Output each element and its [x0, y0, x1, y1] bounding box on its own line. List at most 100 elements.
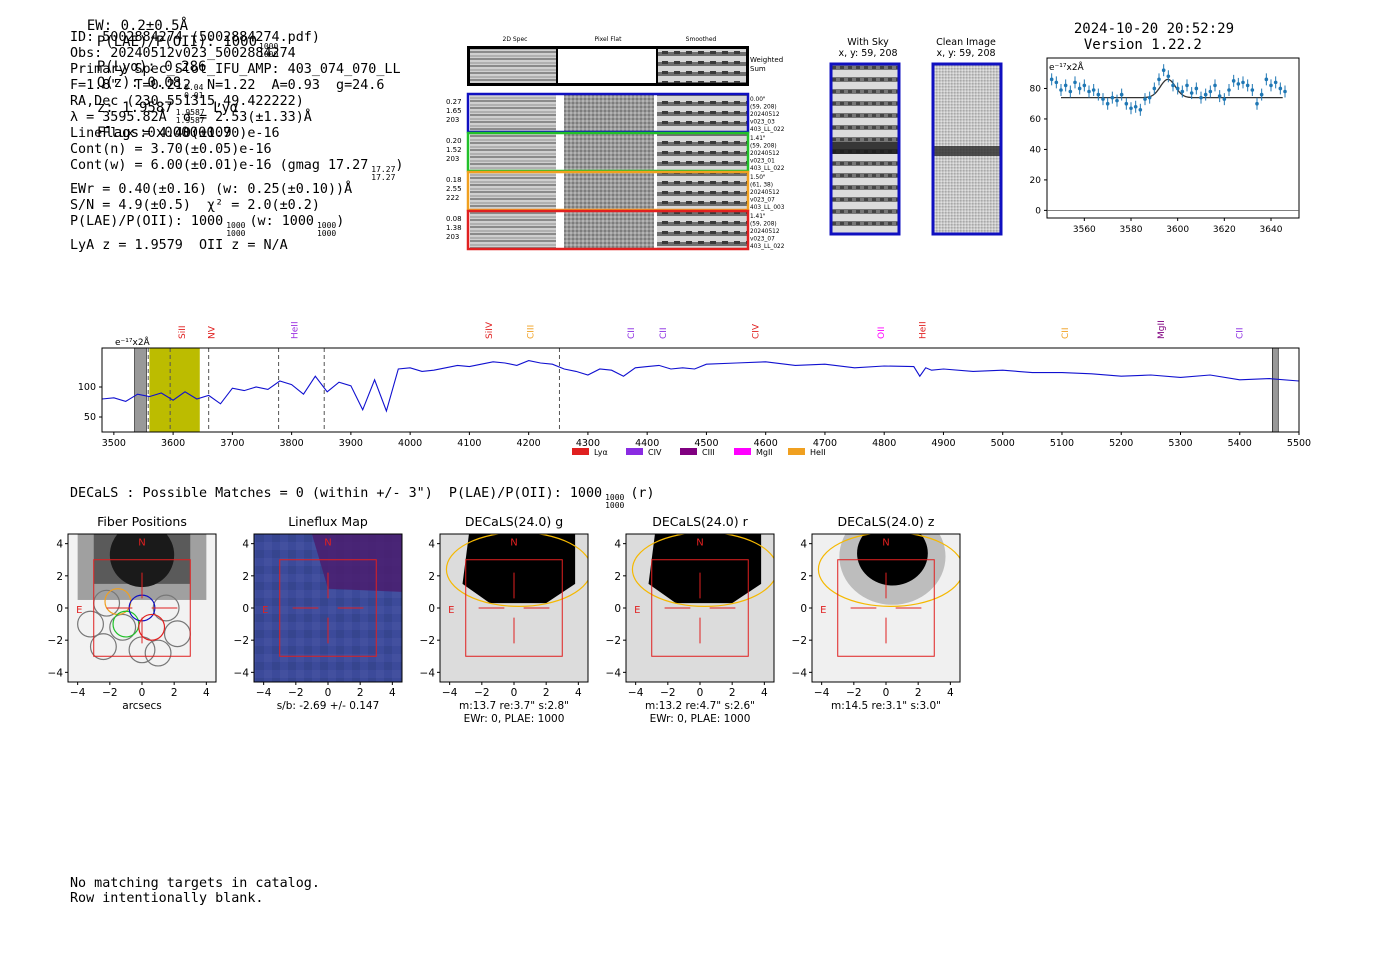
panel-title: DECaLS(24.0) r — [652, 514, 748, 529]
detection-info: ID: 5002884274 (5002884274.pdf) Obs: 202… — [70, 30, 403, 254]
panel-xtick-label: 2 — [171, 687, 178, 699]
panel-ytick-label: 0 — [56, 603, 63, 615]
cutout-row-stat: 0.18 — [446, 176, 462, 184]
info-ewr: EWr = 0.40(±0.16) (w: 0.25(±0.10))Å — [70, 182, 353, 197]
z-text: z: 1.9587 1.9587 1.9587 Lyα — [96, 100, 239, 125]
panel-xtick-label: 0 — [139, 687, 146, 699]
panel-xtick-label: 4 — [389, 687, 396, 699]
decals-panel: DECaLS(24.0) z N E −4 −4 −2 −2 0 0 2 2 4 4 m:14.5 re:… — [792, 514, 961, 712]
spectrum-xtick-label: 5100 — [1050, 438, 1074, 449]
zoom-data-point — [1175, 82, 1180, 95]
panel-xtick-label: −2 — [846, 687, 861, 699]
legend-label: CIII — [702, 448, 715, 457]
zoom-data-point — [1143, 93, 1147, 106]
aperture-box — [837, 559, 935, 657]
zoom-ytick-label: 20 — [1030, 176, 1042, 186]
cutout-row-meta: v023_07 — [750, 237, 775, 243]
panel-xtick-label: −2 — [474, 687, 489, 699]
full-spectrum-chart: e⁻¹⁷x2Å NV SiII HeII SiIV CIII CII CII CIV OII He… — [78, 320, 1311, 457]
panel-title: Fiber Positions — [97, 514, 187, 529]
zoom-data-point — [1278, 82, 1283, 95]
spectrum-xtick-label: 4600 — [754, 438, 778, 449]
spectrum-xtick-label: 4300 — [576, 438, 600, 449]
cutout-row-stat: 203 — [446, 155, 459, 163]
emission-line-label: NV — [208, 325, 218, 339]
cutout-row-stat: 0.27 — [446, 98, 462, 106]
spectrum-xtick-label: 5300 — [1168, 438, 1192, 449]
panel-ytick-label: −4 — [420, 667, 436, 679]
zoom-data-point — [1115, 94, 1119, 107]
legend-label: Lyα — [594, 448, 608, 457]
zoom-data-point — [1133, 100, 1138, 113]
zoom-data-point — [1124, 97, 1129, 110]
cutout-pixelflat — [564, 173, 654, 209]
cutout-row-stat: 1.38 — [446, 224, 462, 232]
panel-ytick-label: −4 — [606, 667, 622, 679]
zoom-xtick-label: 3560 — [1073, 225, 1096, 235]
spectrum-xtick-label: 3500 — [102, 438, 126, 449]
east-label: E — [262, 605, 268, 616]
panel-ytick-label: 0 — [242, 603, 249, 615]
panel-ytick-label: 4 — [428, 539, 435, 551]
zoom-data-point — [1110, 91, 1115, 104]
legend-swatch — [680, 448, 697, 455]
zoom-data-point — [1082, 79, 1087, 92]
panel-xtick-label: 2 — [915, 687, 922, 699]
decals-panel: Lineflux Map N E −4 −4 −2 −2 0 0 2 2 4 4 s/b: -2.69 +… — [234, 514, 403, 712]
cutout-row-meta: (59, 208) — [750, 144, 777, 150]
masked-region — [1272, 347, 1279, 433]
spectrum-xtick-label: 3800 — [280, 438, 304, 449]
aperture-box — [279, 559, 377, 657]
zoom-xtick-label: 3600 — [1166, 225, 1189, 235]
zoom-data-point — [1180, 85, 1185, 98]
panel-ytick-label: −2 — [48, 635, 63, 647]
info-obs: Obs: 20240512v023_5002884274 — [70, 46, 296, 61]
cutout-row-meta: 1.50" — [750, 175, 766, 181]
legend-label: MgII — [756, 448, 773, 457]
east-label: E — [448, 605, 454, 616]
panel-title: Lineflux Map — [288, 514, 368, 529]
cutout-row-meta: 403_LL_022 — [750, 166, 785, 172]
cutout-row-meta: 1.41" — [750, 214, 766, 220]
zoom-data-point — [1241, 76, 1245, 89]
panel-xtick-label: 0 — [511, 687, 518, 699]
panel-xtick-label: 4 — [203, 687, 210, 699]
spectrum-xtick-label: 5000 — [991, 438, 1015, 449]
footer-line-1: No matching targets in catalog. — [70, 876, 320, 891]
panel-xtick-label: −4 — [256, 687, 272, 699]
emission-line-label: CIV — [752, 323, 762, 339]
zoom-ytick-label: 40 — [1030, 145, 1042, 155]
spectrum-ytick-label: 100 — [78, 382, 96, 393]
panel-title: DECaLS(24.0) g — [465, 514, 563, 529]
zoom-data-point — [1213, 79, 1217, 92]
cutout-row-meta: 20240512 — [750, 190, 780, 196]
galaxy-ellipse — [631, 534, 774, 607]
panel-ytick-label: 2 — [242, 571, 249, 583]
panel-caption: m:13.2 re:4.7" s:2.6" — [645, 700, 755, 712]
zoom-data-point — [1157, 73, 1161, 86]
fiber-circle — [138, 613, 166, 641]
zoom-data-point — [1073, 76, 1077, 89]
zoom-data-point — [1217, 90, 1222, 103]
cutout-row-stat: 222 — [446, 194, 459, 202]
panel-caption-2: EWr: 0, PLAE: 1000 — [464, 713, 565, 725]
catalog-footer: No matching targets in catalog. Row inte… — [70, 876, 320, 906]
panel-ytick-label: 2 — [428, 571, 435, 583]
panel-ytick-label: 2 — [56, 571, 63, 583]
spectrum-xtick-label: 4100 — [457, 438, 481, 449]
info-sn: S/N = 4.9(±0.5) χ² = 2.0(±0.2) — [70, 198, 320, 213]
panel-ytick-label: 4 — [242, 539, 249, 551]
cutout-2dspec — [470, 173, 556, 209]
cutout-pixelflat — [564, 95, 654, 131]
spectrum-xtick-label: 4000 — [398, 438, 422, 449]
zoom-data-point — [1199, 91, 1203, 104]
east-label: E — [634, 605, 640, 616]
info-id: ID: 5002884274 (5002884274.pdf) — [70, 30, 320, 45]
emission-line-label: OII — [877, 327, 887, 339]
col-header-pixelflat: Pixel Flat — [595, 36, 623, 43]
panel-ytick-label: 4 — [56, 539, 63, 551]
zoom-data-point — [1208, 85, 1213, 98]
